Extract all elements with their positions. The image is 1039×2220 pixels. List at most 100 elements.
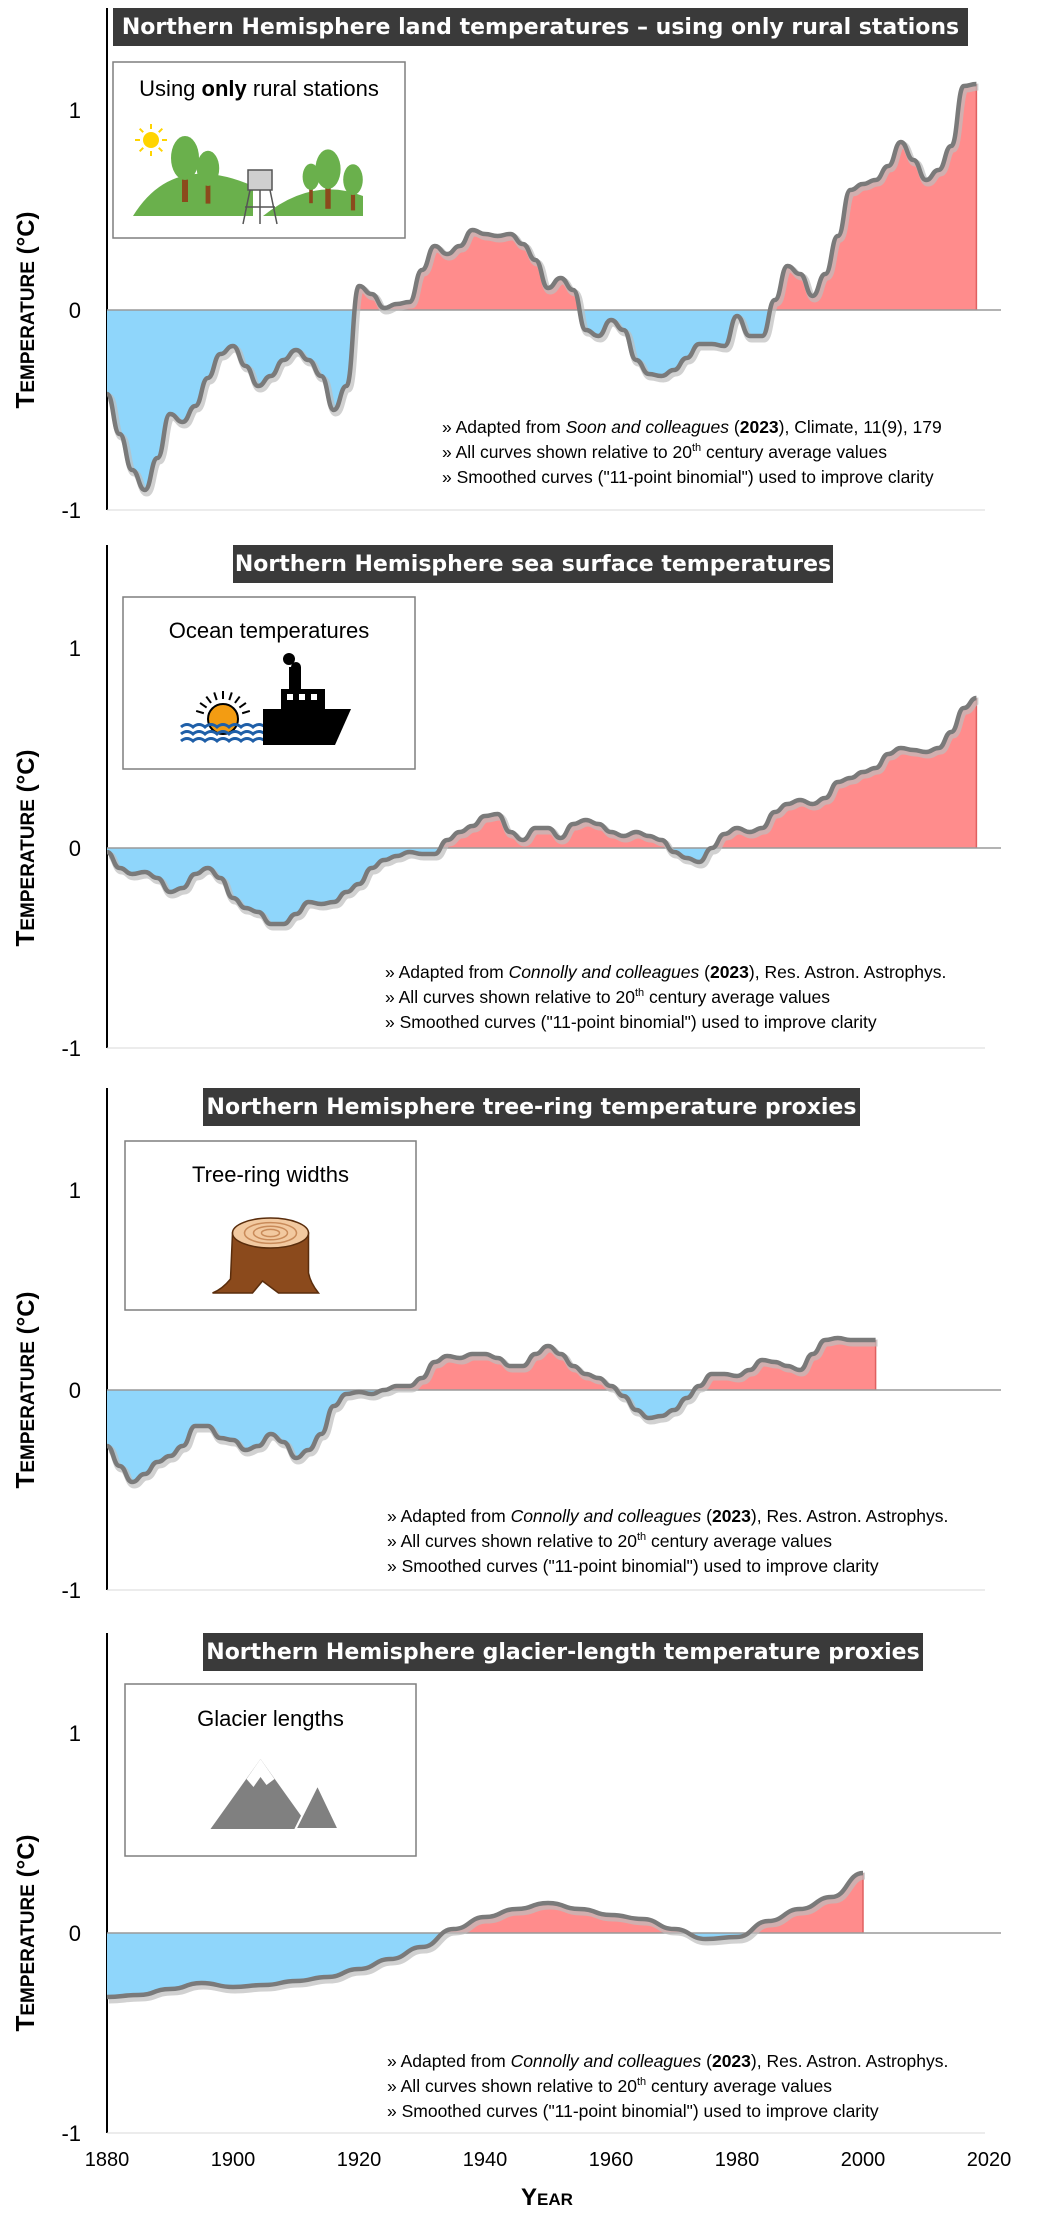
y-tick-label: 0 [69, 1921, 81, 1946]
panel-title: Northern Hemisphere glacier-length tempe… [206, 1640, 919, 1665]
ship-hull [263, 709, 351, 745]
series-curve-shadow [108, 1872, 866, 2004]
y-axis-label: TEMPERATURE (°C) [10, 1834, 40, 2031]
panel-title: Northern Hemisphere sea surface temperat… [235, 552, 831, 577]
cool-anomaly-area [107, 310, 977, 490]
wave-line [180, 737, 266, 743]
y-tick-label: 0 [69, 1378, 81, 1403]
y-tick-label: -1 [61, 2121, 81, 2146]
sun-ray [138, 147, 144, 153]
sun-ray [205, 695, 212, 704]
cool-anomaly-area [107, 848, 977, 924]
x-tick-label: 1900 [211, 2149, 256, 2171]
smoke-puff [291, 662, 301, 672]
countryside-weather-station-icon [133, 124, 363, 225]
panel-title-background [113, 8, 968, 46]
mountain-icon [210, 1759, 341, 1830]
chart-panel: 1 0 -1 TEMPERATURE (°C) Northern Hemisphere … [10, 8, 1001, 523]
tree-trunk [205, 179, 211, 204]
ship-window [311, 694, 317, 700]
chart-panel: 1 0 -1 TEMPERATURE (°C) Northern Hemisphere … [10, 545, 1001, 1061]
y-tick-label: 0 [69, 298, 81, 323]
mountain-peak [210, 1759, 311, 1829]
sun-ray [213, 692, 218, 701]
x-tick-label: 1940 [463, 2149, 508, 2171]
x-tick-label: 1880 [85, 2149, 130, 2171]
sun-ray [199, 702, 208, 709]
ship-and-sun-icon [180, 653, 351, 745]
chart-panel: 1 0 -1 TEMPERATURE (°C) Northern Hemisphere … [10, 1633, 1001, 2146]
chart-panel: 1 0 -1 TEMPERATURE (°C) Northern Hemisphere … [10, 1088, 1001, 1603]
sun-ray [228, 692, 233, 701]
tree-trunk [350, 189, 356, 211]
mountain-peak-small [293, 1782, 341, 1830]
y-tick-label: -1 [61, 498, 81, 523]
inset-label: Tree-ring widths [192, 1162, 349, 1187]
ship-window [287, 694, 293, 700]
warm-anomaly-area [107, 1338, 876, 1390]
weather-station-box [247, 169, 273, 191]
source-note-line: » Adapted from Connolly and colleagues (… [385, 962, 946, 982]
ship-window [299, 694, 305, 700]
series-curve [104, 81, 977, 493]
hill-shape [263, 189, 363, 216]
source-note-line: » All curves shown relative to 20th cent… [387, 2076, 832, 2096]
tree-ring [252, 1225, 289, 1241]
tree-ring [243, 1221, 298, 1245]
panel-title-background [203, 1088, 860, 1126]
hill-shape [133, 173, 253, 216]
source-note-line: » Smoothed curves ("11-point binomial") … [387, 2101, 879, 2121]
tree-trunk [309, 185, 313, 204]
source-note-line: » All curves shown relative to 20th cent… [387, 1531, 832, 1551]
source-note-line: » All curves shown relative to 20th cent… [385, 987, 830, 1007]
y-tick-label: 1 [69, 98, 81, 123]
ship-funnel [289, 667, 301, 689]
panel-title-background [233, 545, 833, 583]
inset-label: Glacier lengths [197, 1706, 344, 1731]
inset-legend-box: Glacier lengths [124, 1683, 417, 1857]
stump-body [212, 1232, 321, 1294]
panel-title-background [203, 1633, 923, 1671]
inset-label: Ocean temperatures [169, 618, 370, 643]
x-axis-label: YEAR [521, 2184, 573, 2211]
sun-shape [207, 703, 239, 735]
source-note-line: » Smoothed curves ("11-point binomial") … [387, 1556, 879, 1576]
tree-ring [260, 1228, 281, 1238]
inset-legend-box: Tree-ring widths [124, 1140, 417, 1311]
x-tick-label: 1920 [337, 2149, 382, 2171]
weather-station-legs [242, 189, 278, 225]
snow-cap [246, 1759, 275, 1787]
tree-trunk [325, 181, 331, 209]
sun-shape [143, 132, 159, 148]
x-tick-label: 1960 [589, 2149, 634, 2171]
wave-line [180, 730, 266, 736]
sun-ray [138, 127, 144, 133]
sun-ray [195, 710, 205, 715]
sun-ray [238, 702, 247, 709]
cool-anomaly-area [107, 1390, 876, 1482]
y-axis-label: TEMPERATURE (°C) [10, 1291, 40, 1488]
source-note-line: » Adapted from Soon and colleagues (2023… [442, 417, 942, 437]
tree-crown [343, 164, 363, 196]
series-curve [106, 1335, 876, 1485]
warm-anomaly-area [107, 698, 977, 848]
y-tick-label: -1 [61, 1036, 81, 1061]
panel-title: Northern Hemisphere land temperatures – … [122, 15, 959, 40]
source-note-line: » Smoothed curves ("11-point binomial") … [385, 1012, 877, 1032]
tree-crown [315, 149, 341, 189]
inset-legend-box: Ocean temperatures [122, 596, 416, 770]
smoke-puff [283, 653, 295, 665]
tree-crown [196, 150, 220, 186]
series-curve [106, 1870, 864, 2000]
y-tick-label: 1 [69, 1178, 81, 1203]
tree-crown [171, 136, 199, 180]
series-curve [106, 695, 977, 927]
inset-label: Using only rural stations [139, 76, 379, 101]
y-tick-label: 1 [69, 636, 81, 661]
sun-ray [241, 710, 251, 715]
panel-title: Northern Hemisphere tree-ring temperatur… [207, 1095, 857, 1120]
tree-trunk [182, 172, 188, 202]
sun-ray [234, 695, 241, 704]
source-note-line: » Adapted from Connolly and colleagues (… [387, 2051, 948, 2071]
warm-anomaly-area [107, 84, 977, 310]
